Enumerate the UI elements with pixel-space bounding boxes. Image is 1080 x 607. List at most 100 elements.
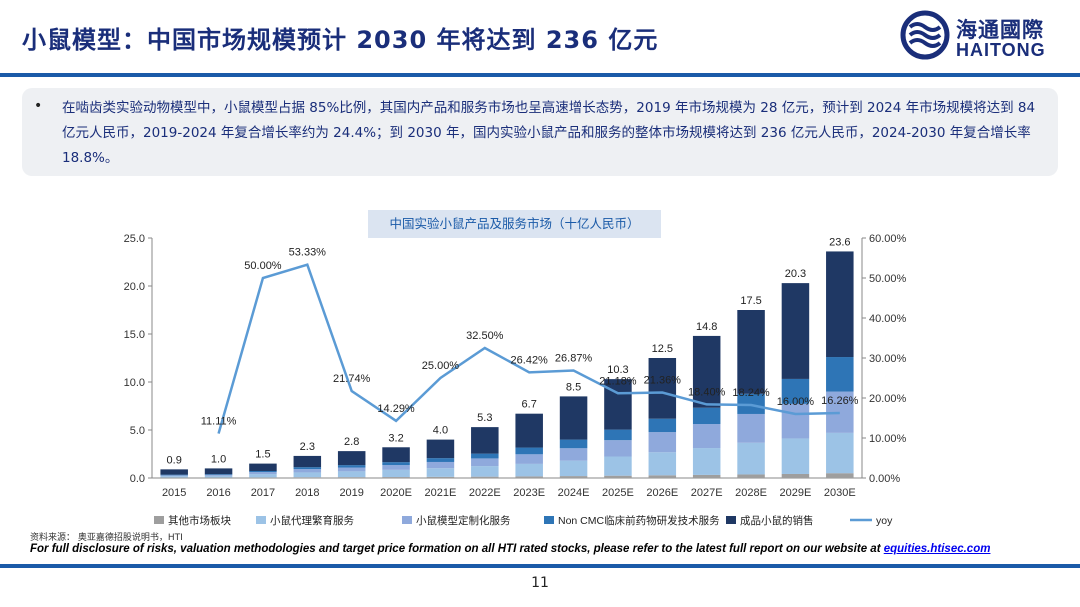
yoy-label: 16.26% (821, 395, 859, 407)
bar-segment (781, 473, 810, 478)
bar-segment (648, 358, 677, 419)
bar-total-label: 17.5 (740, 295, 761, 307)
bar-segment (160, 474, 188, 476)
bar-segment (382, 447, 410, 463)
x-tick-label: 2022E (469, 487, 501, 499)
bar-segment (382, 469, 410, 478)
summary-text: 在啮齿类实验动物模型中，小鼠模型占据 85%比例，其国内产品和服务市场也呈高速增… (62, 100, 1036, 166)
disclaimer: For full disclosure of risks, valuation … (30, 543, 990, 555)
legend-swatch (402, 516, 412, 524)
x-tick-label: 2028E (735, 487, 767, 499)
x-tick-label: 2015 (162, 487, 186, 499)
bar-segment (293, 467, 322, 470)
yoy-label: 32.50% (466, 330, 504, 342)
bar-segment (559, 476, 588, 478)
bar-segment (737, 413, 765, 443)
bar-segment (737, 442, 765, 475)
x-tick-label: 2021E (425, 487, 457, 499)
x-tick-label: 2027E (691, 487, 723, 499)
bar-segment (337, 477, 366, 478)
x-tick-label: 2020E (380, 487, 412, 499)
bar-total-label: 1.5 (255, 449, 270, 461)
bar-segment (160, 475, 188, 477)
bar-segment (471, 453, 499, 459)
y-tick-label-left: 10.0 (124, 377, 145, 389)
bar-segment (559, 439, 588, 449)
yoy-label: 26.42% (511, 354, 549, 366)
bar-segment (337, 465, 366, 468)
bar-segment (515, 454, 543, 464)
bar-segment (737, 310, 765, 394)
chart-title-box: 中国实验小鼠产品及服务市场（十亿人民币） (368, 210, 661, 238)
legend-swatch (154, 516, 164, 524)
y-tick-label-right: 0.00% (869, 473, 900, 485)
bar-segment (426, 458, 455, 462)
bar-segment (204, 474, 233, 476)
bar-total-label: 20.3 (785, 268, 806, 280)
bar-segment (604, 429, 632, 441)
bar-segment (737, 474, 765, 478)
x-tick-label: 2030E (824, 487, 856, 499)
bar-segment (515, 447, 543, 455)
bar-segment (515, 413, 543, 448)
y-tick-label-left: 15.0 (124, 329, 145, 341)
bar-total-label: 10.3 (607, 364, 628, 376)
bar-segment (293, 472, 322, 478)
bar-segment (382, 477, 410, 478)
header-divider (0, 73, 1080, 77)
haitong-logo-icon (900, 10, 950, 60)
bar-segment (293, 455, 322, 468)
x-tick-label: 2018 (295, 487, 319, 499)
y-tick-label-right: 40.00% (869, 313, 907, 325)
y-tick-label-right: 10.00% (869, 433, 907, 445)
bar-segment (692, 474, 721, 478)
bar-segment (781, 403, 810, 439)
yoy-label: 11.11% (201, 416, 237, 428)
bar-segment (160, 469, 188, 475)
legend-label: 其他市场板块 (168, 514, 231, 527)
bar-segment (160, 476, 188, 478)
bar-segment (293, 469, 322, 473)
yoy-label: 18.24% (732, 387, 770, 399)
bar-segment (249, 470, 277, 473)
bar-segment (471, 458, 499, 467)
legend-label: 小鼠模型定制化服务 (416, 514, 511, 527)
y-tick-label-right: 20.00% (869, 393, 907, 405)
x-tick-label: 2016 (206, 487, 230, 499)
x-tick-label: 2023E (513, 487, 545, 499)
market-size-chart: 0.0 5.0 10.0 15.0 20.0 25.0 0.00% 10.00% 20.00% 3… (124, 233, 907, 527)
legend-swatch (256, 516, 266, 524)
bar-total-label: 4.0 (433, 425, 448, 437)
bar-segment (559, 396, 588, 440)
bar-segment (204, 474, 233, 475)
bar-total-label: 5.3 (477, 412, 492, 424)
y-tick-label-right: 50.00% (869, 273, 907, 285)
bar-total-label: 1.0 (211, 453, 226, 465)
x-tick-label: 2029E (780, 487, 812, 499)
bar-segment (337, 471, 366, 478)
bar-segment (648, 452, 677, 476)
bar-segment (692, 448, 721, 475)
bar-segment (426, 476, 455, 478)
bar-total-label: 2.8 (344, 436, 359, 448)
bar-segment (382, 465, 410, 470)
bar-segment (515, 463, 543, 477)
bar-total-label: 8.5 (566, 381, 581, 393)
yoy-label: 16.00% (777, 396, 815, 408)
bar-segment (249, 472, 277, 475)
page-title: 小鼠模型：中国市场规模预计 2030 年将达到 236 亿元 (22, 26, 659, 54)
y-tick-label-right: 30.00% (869, 353, 907, 365)
legend-label: 小鼠代理繁育服务 (270, 514, 354, 527)
bar-segment (426, 439, 455, 459)
bar-total-label: 6.7 (522, 399, 537, 411)
legend-label: Non CMC临床前药物研发技术服务 (558, 514, 720, 527)
website-link[interactable]: equities.htisec.com (883, 543, 991, 555)
bullet-point: • (34, 98, 43, 114)
bar-segment (426, 461, 455, 469)
yoy-label: 50.00% (244, 260, 282, 272)
bar-total-label: 12.5 (652, 343, 673, 355)
bar-segment (826, 357, 854, 392)
bar-total-label: 0.9 (167, 454, 182, 466)
bar-total-label: 2.3 (300, 441, 315, 453)
bar-segment (471, 427, 499, 454)
